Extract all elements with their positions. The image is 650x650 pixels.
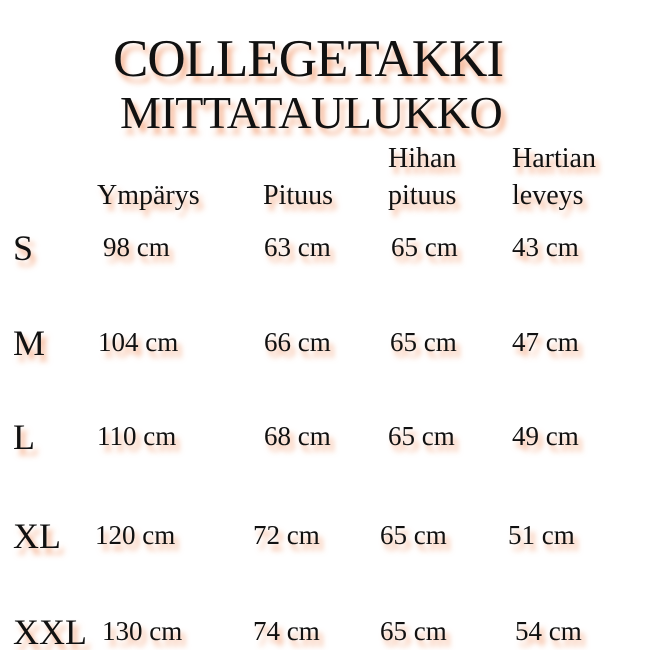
measurement-cell: 63 cm <box>264 232 331 262</box>
measurement-cell: 104 cm <box>98 327 179 357</box>
column-header-line2: Pituus <box>263 180 334 211</box>
measurement-cell: 43 cm <box>512 232 579 262</box>
measurement-cell: 120 cm <box>95 520 176 550</box>
size-label: XL <box>13 516 61 556</box>
measurement-cell: 65 cm <box>380 616 447 646</box>
column-header-line2: Ympärys <box>97 180 200 211</box>
column-header-line2: leveys <box>512 180 584 211</box>
measurement-cell: 51 cm <box>508 520 575 550</box>
measurement-cell: 66 cm <box>264 327 331 357</box>
measurement-cell: 130 cm <box>102 616 183 646</box>
measurement-cell: 68 cm <box>264 421 331 451</box>
measurement-cell: 65 cm <box>390 327 457 357</box>
measurement-cell: 65 cm <box>391 232 458 262</box>
measurement-cell: 47 cm <box>512 327 579 357</box>
size-label: XXL <box>13 612 87 650</box>
measurement-cell: 74 cm <box>253 616 320 646</box>
chart-subtitle: MITTATAULUKKO <box>120 87 503 138</box>
column-header-line1: Hartian <box>512 143 596 174</box>
measurement-cell: 72 cm <box>253 520 320 550</box>
measurement-cell: 98 cm <box>103 232 170 262</box>
measurement-cell: 110 cm <box>97 421 177 451</box>
measurement-cell: 49 cm <box>512 421 579 451</box>
column-header-line1: Hihan <box>388 143 457 174</box>
column-header-line2: pituus <box>388 180 457 211</box>
measurement-cell: 65 cm <box>380 520 447 550</box>
size-label: M <box>13 323 46 363</box>
measurement-cell: 54 cm <box>515 616 582 646</box>
size-label: L <box>13 417 35 457</box>
measurement-cell: 65 cm <box>388 421 455 451</box>
size-label: S <box>13 228 34 268</box>
chart-title: COLLEGETAKKI <box>113 30 504 88</box>
